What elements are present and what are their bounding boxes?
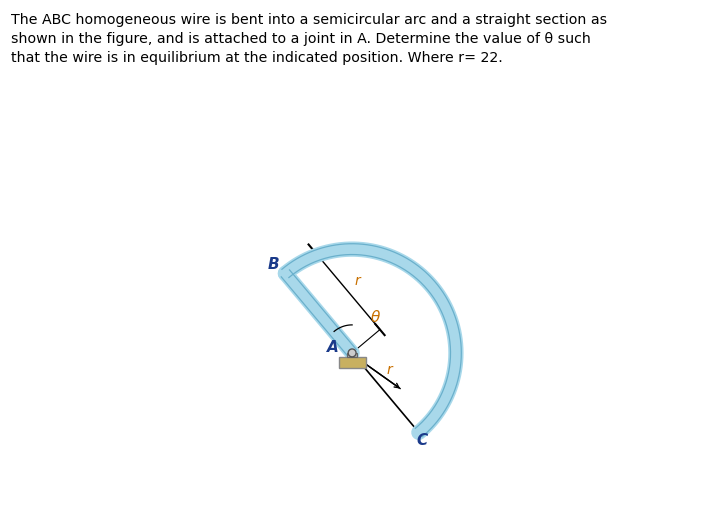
Text: B: B: [268, 257, 279, 272]
Bar: [347, 353, 357, 357]
Text: that the wire is in equilibrium at the indicated position. Where r= 22.: that the wire is in equilibrium at the i…: [11, 51, 502, 65]
Text: r: r: [355, 274, 360, 288]
Text: r: r: [386, 363, 392, 377]
Bar: [339, 357, 365, 368]
Text: The ABC homogeneous wire is bent into a semicircular arc and a straight section : The ABC homogeneous wire is bent into a …: [11, 13, 607, 27]
Text: C: C: [417, 433, 428, 448]
Text: $\theta$: $\theta$: [370, 309, 381, 325]
Text: shown in the figure, and is attached to a joint in A. Determine the value of θ s: shown in the figure, and is attached to …: [11, 32, 591, 46]
Circle shape: [348, 349, 356, 357]
Text: A: A: [327, 340, 339, 355]
